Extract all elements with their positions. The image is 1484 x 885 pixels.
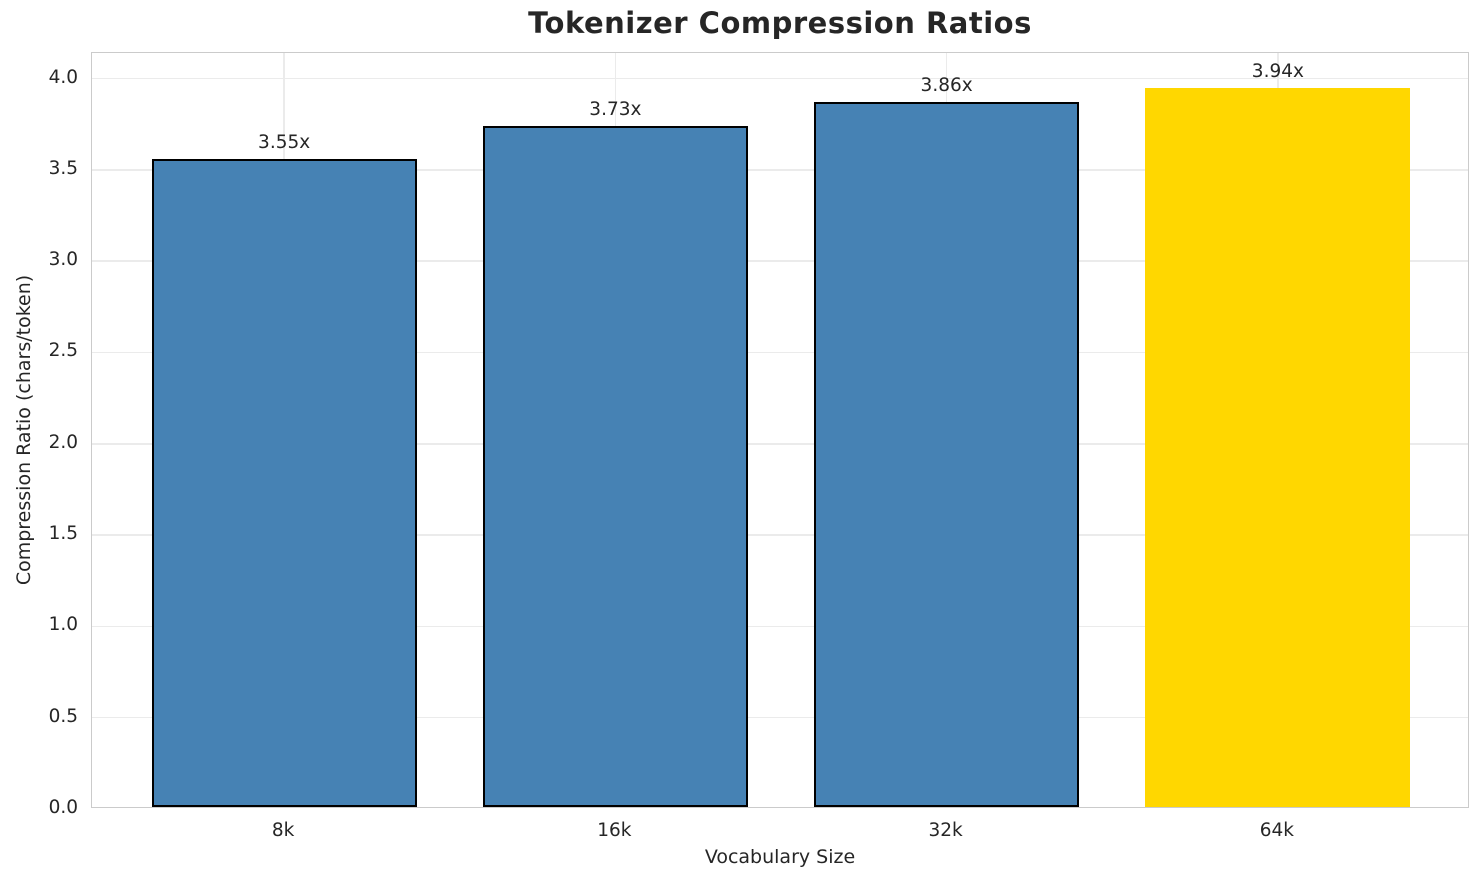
h-gridline xyxy=(92,351,1468,354)
bar-32k xyxy=(814,102,1080,807)
bar-value-label: 3.73x xyxy=(589,98,642,120)
bar-8k xyxy=(151,158,417,807)
y-tick-label: 2.0 xyxy=(48,431,78,453)
chart-title: Tokenizer Compression Ratios xyxy=(528,6,1032,40)
y-tick-label: 3.0 xyxy=(48,249,78,271)
y-tick-label: 4.0 xyxy=(48,66,78,88)
x-axis-label: Vocabulary Size xyxy=(704,846,856,868)
h-gridline xyxy=(92,534,1468,536)
bar-16k xyxy=(482,125,748,807)
x-tick-label: 8k xyxy=(271,820,295,841)
y-tick-label: 0.0 xyxy=(48,797,78,818)
bar-value-label: 3.86x xyxy=(920,75,973,97)
h-gridline xyxy=(92,169,1468,171)
bar-64k xyxy=(1145,87,1411,807)
h-gridline xyxy=(92,625,1468,628)
h-gridline xyxy=(92,77,1468,80)
y-tick-label: 1.0 xyxy=(48,614,78,636)
plot-area: 3.55x 3.73x 3.86x 3.94x xyxy=(91,52,1469,808)
h-gridline xyxy=(92,260,1468,262)
bar-value-label: 3.94x xyxy=(1251,60,1304,82)
y-tick-label: 3.5 xyxy=(48,157,78,179)
x-tick-label: 32k xyxy=(928,820,963,841)
h-gridline xyxy=(92,716,1468,719)
x-tick-label: 16k xyxy=(597,820,632,841)
y-tick-label: 0.5 xyxy=(48,705,78,727)
y-tick-label: 1.5 xyxy=(48,523,78,545)
h-gridline xyxy=(92,443,1468,445)
bar-value-label: 3.55x xyxy=(258,131,311,153)
y-tick-label: 2.5 xyxy=(48,340,78,362)
x-tick-label: 64k xyxy=(1259,820,1294,841)
